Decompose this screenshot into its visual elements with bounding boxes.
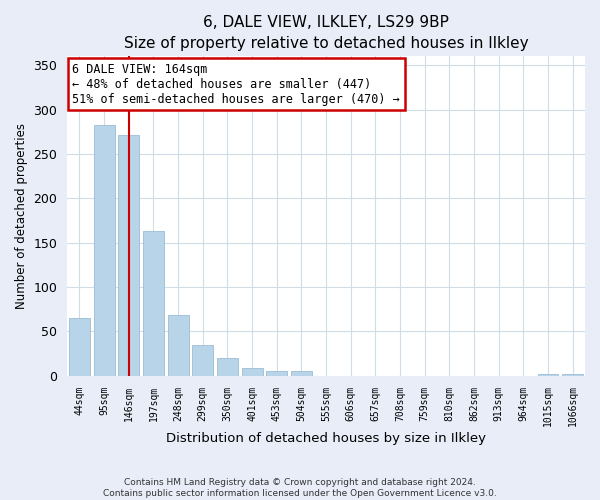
Bar xyxy=(538,374,559,376)
Bar xyxy=(266,371,287,376)
Bar xyxy=(94,124,115,376)
Bar xyxy=(192,346,213,376)
X-axis label: Distribution of detached houses by size in Ilkley: Distribution of detached houses by size … xyxy=(166,432,486,445)
Bar xyxy=(118,136,139,376)
Bar xyxy=(69,318,90,376)
Y-axis label: Number of detached properties: Number of detached properties xyxy=(15,123,28,309)
Bar xyxy=(562,374,583,376)
Bar xyxy=(242,368,263,376)
Bar xyxy=(291,371,312,376)
Text: 6 DALE VIEW: 164sqm
← 48% of detached houses are smaller (447)
51% of semi-detac: 6 DALE VIEW: 164sqm ← 48% of detached ho… xyxy=(73,62,400,106)
Text: Contains HM Land Registry data © Crown copyright and database right 2024.
Contai: Contains HM Land Registry data © Crown c… xyxy=(103,478,497,498)
Bar xyxy=(217,358,238,376)
Bar xyxy=(167,316,188,376)
Bar xyxy=(143,231,164,376)
Title: 6, DALE VIEW, ILKLEY, LS29 9BP
Size of property relative to detached houses in I: 6, DALE VIEW, ILKLEY, LS29 9BP Size of p… xyxy=(124,15,529,51)
